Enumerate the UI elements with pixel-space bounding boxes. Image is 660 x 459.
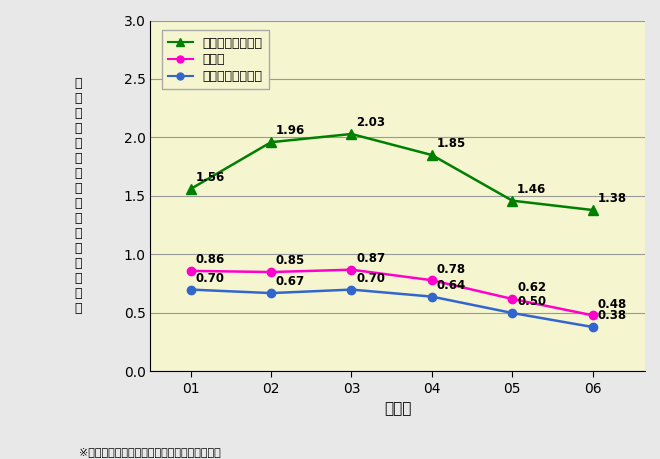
Text: 0.85: 0.85 <box>276 254 305 267</box>
Text: 0.70: 0.70 <box>195 272 224 285</box>
全　体 <box>589 313 597 318</box>
Text: 1.85: 1.85 <box>437 137 466 151</box>
キーをつけたまま <box>508 198 516 203</box>
Text: 0.70: 0.70 <box>356 272 385 285</box>
Line: キーを抜いていだ: キーを抜いていだ <box>187 285 597 331</box>
Text: 0.50: 0.50 <box>517 295 546 308</box>
キーをつけたまま <box>348 131 356 137</box>
Text: 0.87: 0.87 <box>356 252 385 265</box>
X-axis label: 年　次: 年 次 <box>384 402 411 416</box>
キーを抜いていだ <box>508 310 516 316</box>
Text: 0.78: 0.78 <box>437 263 466 275</box>
Text: 0.48: 0.48 <box>597 297 627 311</box>
全　体 <box>187 268 195 274</box>
キーをつけたまま <box>187 186 195 192</box>
Text: 0.38: 0.38 <box>597 309 627 322</box>
全　体 <box>508 296 516 302</box>
キーを抜いていだ <box>589 324 597 330</box>
キーをつけたまま <box>267 140 275 145</box>
キーをつけたまま <box>589 207 597 213</box>
キーを抜いていだ <box>348 287 356 292</box>
Text: 1.38: 1.38 <box>597 192 627 205</box>
キーを抜いていだ <box>428 294 436 299</box>
全　体 <box>267 269 275 275</box>
Text: 0.67: 0.67 <box>276 275 305 288</box>
キーを抜いていだ <box>267 291 275 296</box>
キーを抜いていだ <box>187 287 195 292</box>
Text: 1.96: 1.96 <box>276 124 305 138</box>
Text: 1.56: 1.56 <box>195 171 224 185</box>
全　体 <box>348 267 356 273</box>
Line: キーをつけたまま: キーをつけたまま <box>185 129 597 215</box>
キーをつけたまま <box>428 152 436 158</box>
Text: 0.86: 0.86 <box>195 253 224 266</box>
Legend: キーをつけたまま, 全　体, キーを抜いていだ: キーをつけたまま, 全 体, キーを抜いていだ <box>162 30 269 89</box>
Y-axis label: 盗
難
率
（
保
有
千
台
あ
た
り
盗
難
件
数
）: 盗 難 率 （ 保 有 千 台 あ た り 盗 難 件 数 ） <box>75 77 82 315</box>
Text: 2.03: 2.03 <box>356 116 385 129</box>
Text: ※自動車保有台数は年度末値（二輪を除く）．: ※自動車保有台数は年度末値（二輪を除く）． <box>79 447 221 457</box>
Text: 0.64: 0.64 <box>437 279 466 292</box>
Line: 全　体: 全 体 <box>187 266 597 319</box>
Text: 1.46: 1.46 <box>517 183 546 196</box>
Text: 0.62: 0.62 <box>517 281 546 294</box>
全　体 <box>428 278 436 283</box>
